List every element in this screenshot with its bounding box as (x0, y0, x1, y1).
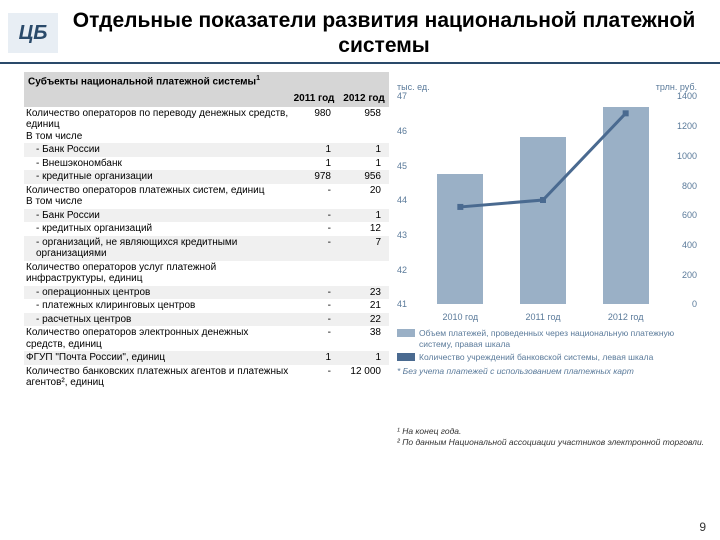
legend-label-2: Количество учреждений банковской системы… (419, 352, 653, 362)
table-row: Количество операторов электронных денежн… (24, 326, 389, 351)
chart-legend: Объем платежей, проведенных через национ… (397, 328, 706, 376)
page-number: 9 (699, 520, 706, 534)
table-row: - кредитные организации978956 (24, 170, 389, 184)
data-table: Субъекты национальной платежной системы1… (24, 72, 389, 448)
logo: ЦБ (8, 13, 58, 53)
table-row: Количество операторов услуг платежной ин… (24, 261, 389, 286)
table-row: - расчетных центров-22 (24, 313, 389, 327)
table-header: Субъекты национальной платежной системы1 (24, 72, 389, 91)
table-row: - платежных клиринговых центров-21 (24, 299, 389, 313)
right-column: тыс. ед. трлн. руб. 41424344454647020040… (389, 72, 706, 448)
col-2011: 2011 год (289, 91, 339, 107)
legend-label-1: Объем платежей, проведенных через национ… (419, 328, 706, 348)
legend-note: * Без учета платежей с использованием пл… (397, 366, 706, 376)
header: ЦБ Отдельные показатели развития национа… (0, 0, 720, 64)
table-row: Количество банковских платежных агентов … (24, 365, 389, 390)
table-row: - операционных центров-23 (24, 286, 389, 300)
chart: тыс. ед. трлн. руб. 41424344454647020040… (397, 82, 697, 322)
table-row: Количество операторов платежных систем, … (24, 184, 389, 209)
table-row: Количество операторов по переводу денежн… (24, 107, 389, 144)
table-row: - Внешэкономбанк11 (24, 157, 389, 171)
legend-swatch-line (397, 353, 415, 361)
footnotes: ¹ На конец года. ² По данным Национально… (397, 426, 706, 448)
footnote-2: ² По данным Национальной ассоциации учас… (397, 437, 706, 448)
table-header-cols: 2011 год 2012 год (24, 91, 389, 107)
footnote-1: ¹ На конец года. (397, 426, 706, 437)
content: Субъекты национальной платежной системы1… (0, 64, 720, 448)
table-row: - Банк России-1 (24, 209, 389, 223)
table-row: - организаций, не являющихся кредитными … (24, 236, 389, 261)
table-row: - Банк России11 (24, 143, 389, 157)
table-row: ФГУП "Почта России", единиц11 (24, 351, 389, 365)
page-title: Отдельные показатели развития национальн… (68, 8, 700, 58)
legend-swatch-bars (397, 329, 415, 337)
table-row: - кредитных организаций-12 (24, 222, 389, 236)
col-2012: 2012 год (339, 91, 389, 107)
